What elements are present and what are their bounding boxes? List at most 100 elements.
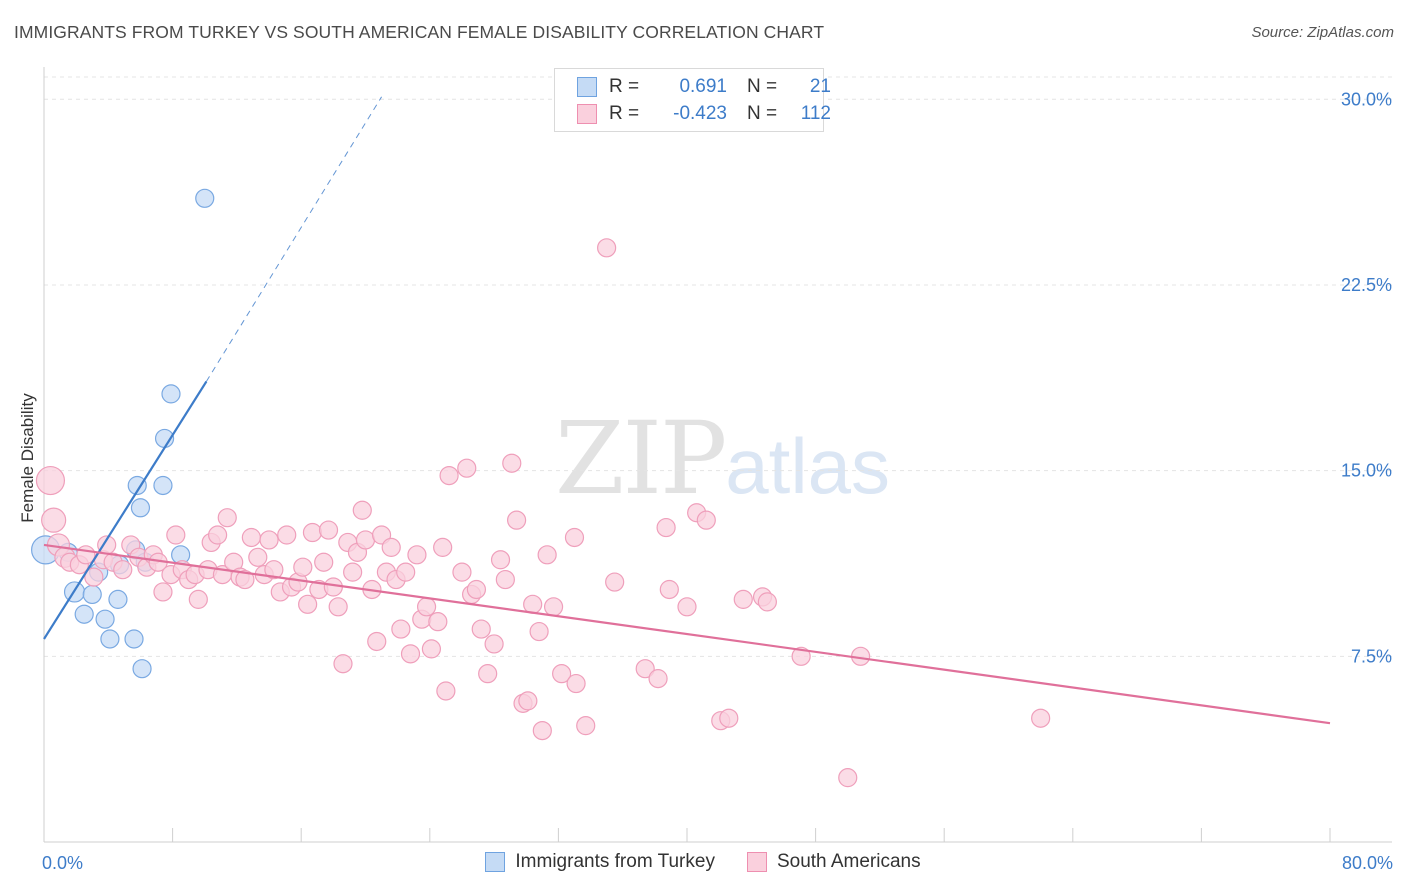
data-point-south-american: [428, 612, 448, 632]
data-point-south-american: [719, 708, 739, 728]
legend-r-label: R =: [609, 76, 640, 97]
data-point-south-american: [552, 664, 572, 684]
data-point-south-american: [407, 545, 427, 565]
legend-label-turkey: Immigrants from Turkey: [515, 851, 715, 872]
data-point-south-american: [635, 659, 655, 679]
data-point-south-american: [264, 560, 284, 580]
data-point-south-american: [318, 520, 339, 540]
data-point-south-american: [478, 664, 498, 684]
data-point-south-american: [248, 547, 268, 567]
data-point-south-american: [507, 510, 527, 530]
data-point-south-american: [396, 562, 416, 582]
data-point-south-american: [381, 537, 401, 557]
data-point-south-american: [659, 579, 679, 600]
data-point-south-american: [293, 557, 313, 577]
y-tick-label: 15.0%: [1341, 461, 1392, 481]
grid-lines: [44, 76, 1392, 657]
data-point-south-american: [564, 527, 585, 548]
y-tick-label: 22.5%: [1341, 275, 1392, 295]
data-point-south-american: [457, 458, 477, 478]
x-tick-label: 0.0%: [42, 853, 83, 873]
data-point-south-american: [523, 594, 543, 614]
data-point-south-american: [421, 639, 442, 659]
legend-n-value: 112: [800, 103, 831, 124]
data-point-south-american: [35, 465, 66, 496]
data-point-turkey: [124, 629, 144, 649]
data-point-south-american: [1031, 708, 1051, 728]
data-point-turkey: [153, 475, 173, 496]
legend-swatch-south-americans: [746, 852, 767, 872]
correlation-legend: R = 0.691 N = 21 R = -0.423 N = 112: [554, 68, 831, 132]
data-point-south-american: [648, 669, 668, 689]
legend-r-value: -0.423: [673, 103, 727, 124]
data-point-south-american: [208, 525, 228, 545]
data-point-south-american: [566, 673, 586, 694]
data-point-south-american: [838, 768, 858, 788]
data-point-south-american: [433, 537, 453, 557]
data-point-south-american: [153, 582, 173, 602]
legend-swatch-south-americans: [577, 104, 597, 124]
data-point-south-american: [471, 619, 491, 639]
data-point-south-american: [532, 720, 552, 741]
y-tick-label: 30.0%: [1341, 89, 1392, 109]
data-point-turkey: [130, 498, 151, 518]
y-tick-label: 7.5%: [1351, 646, 1392, 666]
data-point-turkey: [132, 659, 152, 679]
data-point-south-american: [314, 552, 334, 572]
source-credit: Source: ZipAtlas.com: [1251, 24, 1394, 41]
data-point-south-american: [259, 530, 279, 550]
data-point-south-american: [495, 569, 515, 590]
legend-n-label: N =: [747, 103, 778, 124]
data-point-south-american: [113, 560, 133, 580]
data-point-turkey: [100, 629, 120, 649]
legend-n-label: N =: [747, 76, 778, 97]
data-point-turkey: [82, 584, 102, 605]
data-point-turkey: [195, 188, 215, 208]
data-point-turkey: [161, 384, 181, 404]
data-point-south-american: [333, 654, 353, 674]
data-point-south-american: [84, 567, 104, 587]
data-point-south-american: [576, 716, 596, 736]
legend-r-value: 0.691: [679, 76, 727, 97]
x-tick-label: 80.0%: [1342, 853, 1393, 873]
data-point-south-american: [343, 562, 363, 582]
axes: [43, 67, 1392, 843]
legend-row-turkey: R = 0.691 N = 21: [577, 74, 831, 100]
trend-line-turkey-projection: [205, 96, 383, 382]
data-point-south-american: [502, 453, 522, 473]
data-point-south-american: [277, 525, 297, 545]
data-point-south-american: [484, 634, 504, 654]
data-point-turkey: [95, 609, 115, 629]
data-point-south-american: [217, 508, 237, 528]
data-point-south-american: [41, 507, 67, 533]
legend-r-label: R =: [609, 103, 640, 124]
data-point-south-american: [529, 621, 549, 642]
data-point-south-american: [696, 510, 716, 530]
legend-item-south-americans[interactable]: South Americans: [746, 851, 921, 873]
legend-n-value: 21: [809, 76, 831, 97]
tick-labels: 7.5% 15.0% 22.5% 30.0% 0.0% 80.0%: [42, 89, 1393, 873]
legend-item-turkey[interactable]: Immigrants from Turkey: [485, 851, 715, 873]
data-point-south-american: [543, 597, 564, 617]
data-point-south-american: [677, 597, 697, 617]
data-point-south-american: [367, 631, 387, 652]
data-point-south-american: [391, 619, 411, 639]
data-points: [31, 188, 1051, 788]
data-point-south-american: [518, 691, 538, 711]
chart-title: IMMIGRANTS FROM TURKEY VS SOUTH AMERICAN…: [14, 22, 825, 42]
data-point-south-american: [298, 594, 318, 614]
legend-label-south-americans: South Americans: [776, 851, 921, 872]
data-point-south-american: [466, 579, 487, 600]
data-point-south-american: [241, 527, 261, 548]
data-point-south-american: [235, 569, 255, 590]
trend-line-turkey: [43, 380, 208, 640]
data-point-south-american: [436, 681, 456, 701]
data-point-south-american: [490, 550, 511, 570]
data-point-south-american: [166, 525, 186, 545]
data-point-south-american: [452, 562, 472, 582]
data-point-south-american: [605, 572, 625, 592]
legend-swatch-turkey: [577, 77, 597, 97]
data-point-south-american: [537, 545, 557, 565]
trend-lines: [43, 96, 1331, 725]
